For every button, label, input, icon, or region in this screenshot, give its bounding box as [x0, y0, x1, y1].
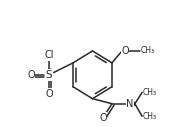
Text: S: S	[46, 70, 53, 80]
Text: CH₃: CH₃	[143, 112, 157, 121]
Text: O: O	[121, 46, 129, 56]
Text: CH₃: CH₃	[143, 88, 157, 97]
Text: O: O	[27, 70, 35, 80]
Text: O: O	[45, 89, 53, 99]
Text: CH₃: CH₃	[140, 46, 154, 55]
Text: Cl: Cl	[44, 50, 54, 60]
Text: N: N	[127, 99, 134, 109]
Text: O: O	[99, 113, 107, 123]
